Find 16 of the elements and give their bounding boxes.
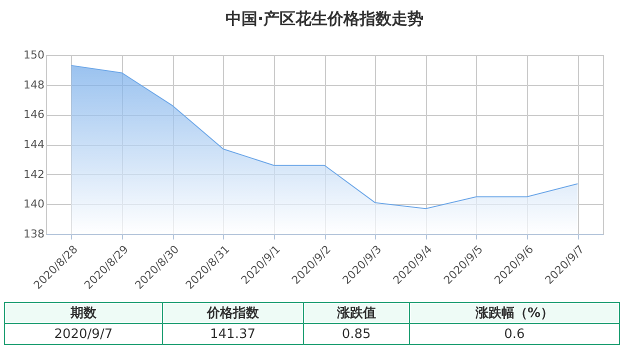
y-tick-label: 148 [24,78,44,92]
y-tick-label: 146 [24,108,44,122]
y-tick-label: 140 [24,198,44,211]
text: 价格指数 [162,302,304,324]
text: 0.85 [303,324,410,344]
text: 0.6 [409,324,620,344]
y-tick-label: 144 [24,138,44,151]
y-tick-label: 150 [24,48,44,62]
text: 涨跌幅（%） [409,302,620,324]
y-tick-label: 138 [24,228,44,240]
text: 2020/9/7 [4,324,162,344]
chart-title: 中国·产区花生价格指数走势 [225,9,424,28]
text: 141.37 [162,324,304,344]
text: 期数 [4,302,162,324]
y-tick-label: 142 [24,168,44,181]
text: 涨跌值 [303,302,410,324]
